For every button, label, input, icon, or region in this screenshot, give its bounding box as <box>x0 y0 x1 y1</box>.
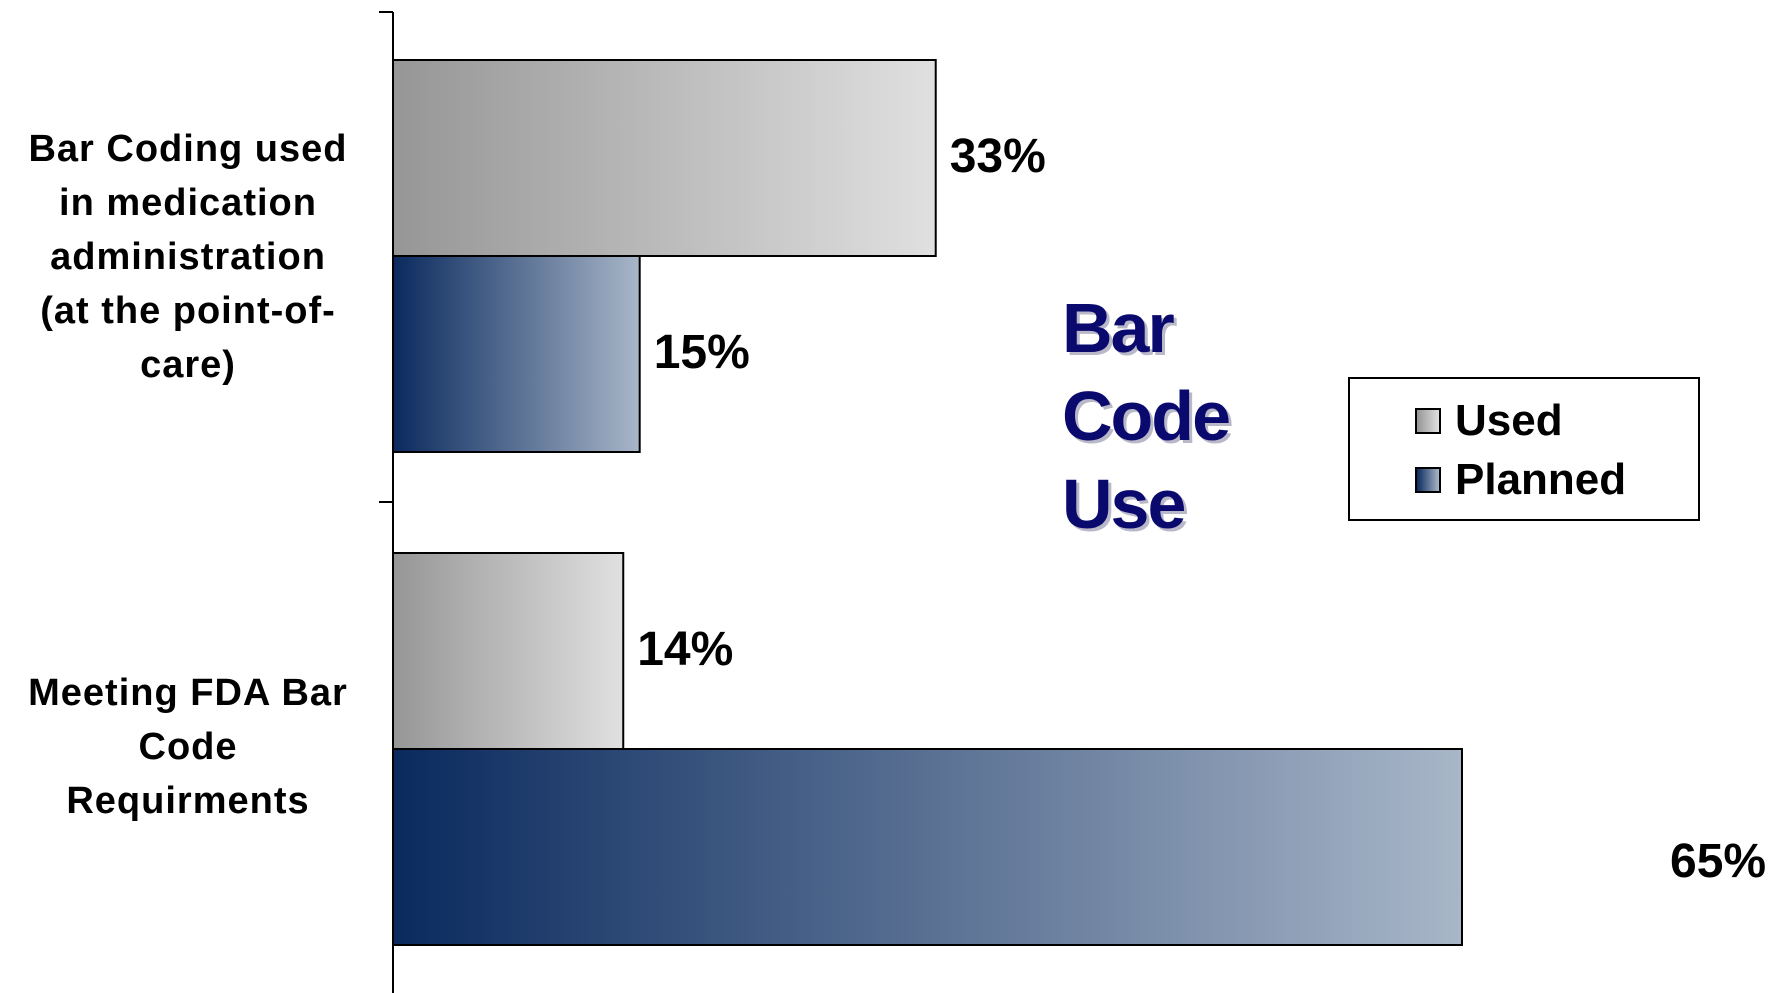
bar-planned-1 <box>392 748 1463 946</box>
category-label-line: (at the point-of- <box>40 290 336 332</box>
category-label-line: Requirments <box>66 780 310 822</box>
data-label-used-1: 14% <box>637 623 733 676</box>
legend-item-used: Used <box>1415 396 1563 446</box>
legend-item-planned: Planned <box>1415 455 1626 505</box>
category-label-0: Bar Coding used in medication administra… <box>0 122 378 392</box>
bar-planned-0 <box>392 255 641 453</box>
data-label-planned-0: 15% <box>654 326 750 379</box>
category-label-line: administration <box>50 236 326 278</box>
data-label-planned-1: 65% <box>1670 835 1766 888</box>
category-label-line: care) <box>140 344 236 386</box>
legend-label-used: Used <box>1455 396 1563 445</box>
category-label-1: Meeting FDA Bar Code Requirments <box>0 666 378 828</box>
category-label-line: Meeting FDA Bar <box>28 672 348 714</box>
chart-title-line: Use <box>1062 465 1186 543</box>
category-label-line: Code <box>138 726 238 768</box>
chart-title-line: Bar <box>1062 289 1175 367</box>
data-label-used-0: 33% <box>950 130 1046 183</box>
category-label-line: Bar Coding used <box>28 128 348 170</box>
bar-used-1 <box>392 552 625 750</box>
legend-swatch-used <box>1415 408 1441 434</box>
legend: Used Planned <box>1348 377 1700 521</box>
legend-swatch-planned <box>1415 467 1441 493</box>
category-label-line: in medication <box>59 182 317 224</box>
chart-title: Bar Code Use <box>1062 284 1302 548</box>
chart-title-line: Code <box>1062 377 1231 455</box>
bar-used-0 <box>392 59 937 257</box>
legend-label-planned: Planned <box>1455 455 1627 504</box>
